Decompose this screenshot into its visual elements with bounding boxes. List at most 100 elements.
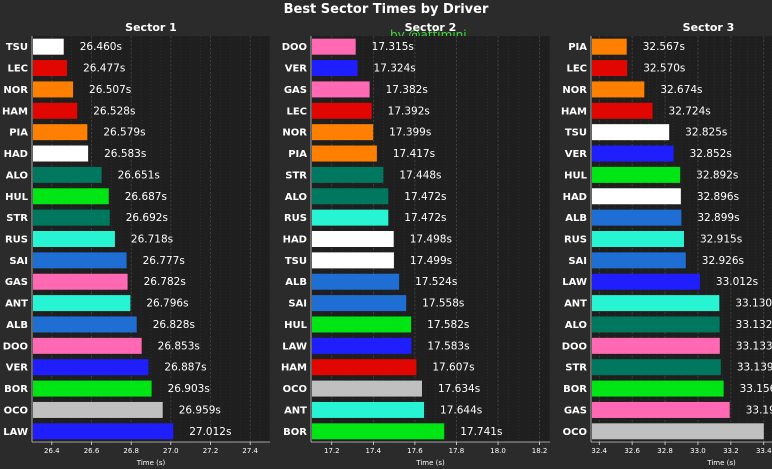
driver-label: DOO xyxy=(562,341,587,352)
driver-label: OCO xyxy=(283,384,307,395)
bar-tsu[interactable] xyxy=(312,252,394,269)
bar-pia[interactable] xyxy=(592,38,627,55)
bar-law[interactable] xyxy=(312,337,412,354)
bar-pia[interactable] xyxy=(312,145,377,162)
bar-sai[interactable] xyxy=(312,295,407,312)
value-label: 26.782s xyxy=(144,276,186,288)
x-tick-label: 18.0 xyxy=(490,447,506,455)
bar-rus[interactable] xyxy=(312,209,389,226)
bar-hul[interactable] xyxy=(592,166,681,183)
bar-ham[interactable] xyxy=(33,102,78,119)
bar-rus[interactable] xyxy=(33,231,115,247)
bar-ver[interactable] xyxy=(592,145,674,162)
bar-had[interactable] xyxy=(592,188,681,205)
bar-tsu[interactable] xyxy=(33,38,64,55)
bar-doo[interactable] xyxy=(33,337,142,354)
driver-label: SAI xyxy=(568,256,587,267)
bar-alb[interactable] xyxy=(592,209,682,226)
value-label: 32.899s xyxy=(697,212,739,224)
value-label: 17.582s xyxy=(427,319,469,331)
x-tick-label: 32.8 xyxy=(657,447,673,455)
driver-label: LAW xyxy=(562,277,587,288)
bar-ver[interactable] xyxy=(33,359,149,376)
driver-label: DOO xyxy=(282,42,307,53)
bar-doo[interactable] xyxy=(312,38,356,55)
x-tick-label: 32.4 xyxy=(591,447,607,455)
driver-label: OCO xyxy=(4,405,28,416)
bar-bor[interactable] xyxy=(312,423,445,440)
bar-sai[interactable] xyxy=(592,252,686,269)
bar-alo[interactable] xyxy=(33,166,102,183)
bar-str[interactable] xyxy=(33,209,110,226)
sector-panel-2: 17.2 17.4 17.6 17.8 18.0 18.2 Sector 2 Time (s)… xyxy=(281,21,551,467)
bar-ham[interactable] xyxy=(312,359,417,376)
bar-law[interactable] xyxy=(33,423,174,440)
value-label: 32.567s xyxy=(643,41,685,53)
driver-label: LAW xyxy=(282,341,307,352)
bar-oco[interactable] xyxy=(33,401,163,418)
driver-label: TSU xyxy=(285,256,307,267)
driver-label: HAD xyxy=(563,192,587,203)
bar-pia[interactable] xyxy=(33,124,88,141)
bar-bor[interactable] xyxy=(592,380,724,397)
bar-tsu[interactable] xyxy=(592,124,670,141)
bar-had[interactable] xyxy=(33,145,89,162)
value-label: 26.651s xyxy=(118,169,160,181)
bar-gas[interactable] xyxy=(33,273,128,290)
bar-alb[interactable] xyxy=(33,316,137,333)
driver-label: STR xyxy=(6,213,28,224)
bar-lec[interactable] xyxy=(592,60,628,77)
value-label: 26.828s xyxy=(153,319,195,331)
bar-rus[interactable] xyxy=(592,231,684,247)
driver-label: DOO xyxy=(3,341,28,352)
bar-oco[interactable] xyxy=(312,380,422,397)
bar-had[interactable] xyxy=(312,231,394,247)
bar-ver[interactable] xyxy=(312,60,358,77)
value-label: 26.796s xyxy=(146,298,188,310)
value-label: 17.499s xyxy=(410,255,452,267)
driver-label: HUL xyxy=(564,170,587,181)
bar-sai[interactable] xyxy=(33,252,127,269)
bar-hul[interactable] xyxy=(33,188,109,205)
driver-label: TSU xyxy=(6,42,28,53)
bar-str[interactable] xyxy=(312,166,384,183)
driver-label: LEC xyxy=(566,64,587,75)
x-tick-label: 33.4 xyxy=(756,447,772,455)
bar-lec[interactable] xyxy=(33,60,68,77)
value-label: 32.724s xyxy=(669,105,711,117)
value-label: 17.607s xyxy=(432,362,474,374)
bar-ant[interactable] xyxy=(312,401,425,418)
bar-nor[interactable] xyxy=(312,124,374,141)
value-label: 33.133s xyxy=(736,340,772,352)
bar-oco[interactable] xyxy=(592,423,764,440)
driver-label: STR xyxy=(565,363,587,374)
bar-hul[interactable] xyxy=(312,316,412,333)
bar-nor[interactable] xyxy=(33,81,74,98)
bar-alb[interactable] xyxy=(312,273,400,290)
driver-label: PIA xyxy=(288,149,307,160)
bar-alo[interactable] xyxy=(312,188,389,205)
bar-gas[interactable] xyxy=(592,401,730,418)
value-label: 17.448s xyxy=(399,169,441,181)
bar-doo[interactable] xyxy=(592,337,720,354)
driver-label: LEC xyxy=(7,64,28,75)
value-label: 33.012s xyxy=(716,276,758,288)
bar-gas[interactable] xyxy=(312,81,370,98)
value-label: 26.959s xyxy=(179,404,221,416)
driver-label: NOR xyxy=(282,128,307,139)
bar-nor[interactable] xyxy=(592,81,645,98)
value-label: 17.324s xyxy=(374,63,416,75)
panel-title: Sector 2 xyxy=(405,21,457,34)
value-label: 26.692s xyxy=(126,212,168,224)
bar-lec[interactable] xyxy=(312,102,372,119)
bar-str[interactable] xyxy=(592,359,721,376)
bar-ham[interactable] xyxy=(592,102,653,119)
bar-ant[interactable] xyxy=(33,295,131,312)
bar-ant[interactable] xyxy=(592,295,720,312)
bar-bor[interactable] xyxy=(33,380,152,397)
bar-alo[interactable] xyxy=(592,316,720,333)
x-tick-label: 17.8 xyxy=(449,447,465,455)
driver-label: PIA xyxy=(568,42,587,53)
bar-law[interactable] xyxy=(592,273,700,290)
value-label: 17.392s xyxy=(388,105,430,117)
